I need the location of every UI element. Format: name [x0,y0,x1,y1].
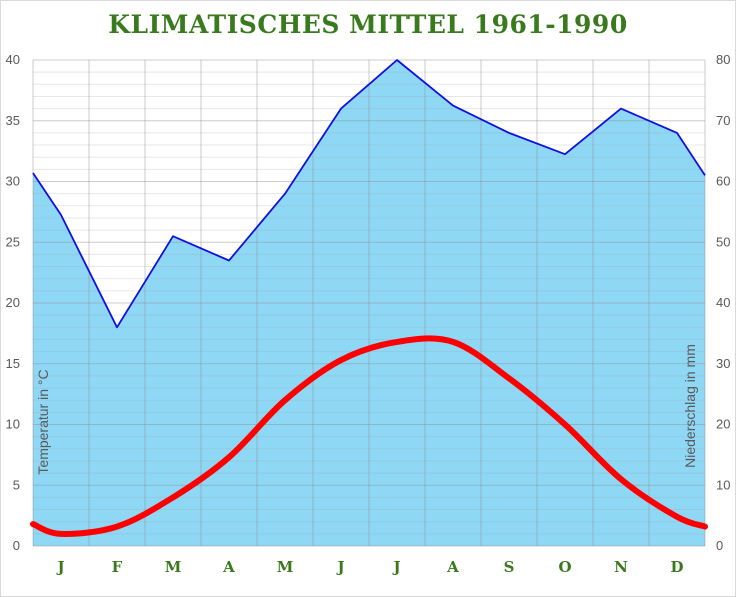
month-label: J [335,558,344,576]
right-axis-tick-label: 20 [716,417,730,432]
left-axis-tick-label: 5 [13,477,20,492]
month-label: J [391,558,400,576]
right-axis-tick-label: 40 [716,295,730,310]
right-axis-tick-label: 0 [716,538,723,553]
left-axis-tick-label: 25 [6,234,20,249]
left-axis-tick-label: 35 [6,113,20,128]
precipitation-line [32,59,706,329]
right-axis-tick-label: 50 [716,234,730,249]
left-axis-tick-label: 10 [6,417,20,432]
right-axis-tick-label: 60 [716,174,730,189]
left-axis-title: Temperatur in °C [35,369,51,474]
month-label: F [112,558,123,576]
left-axis-tick-label: 15 [6,356,20,371]
month-label: M [165,558,182,576]
month-label: N [614,558,628,576]
month-label: O [558,558,571,576]
month-label: M [277,558,294,576]
precipitation-area [33,60,705,546]
right-axis-tick-label: 70 [716,113,730,128]
chart-title: KLIMATISCHES MITTEL 1961-1990 [108,10,628,39]
month-label: S [504,558,515,576]
right-axis-tick-label: 80 [716,52,730,67]
month-label: D [670,558,683,576]
right-axis-tick-label: 10 [716,477,730,492]
month-label: A [222,558,235,576]
right-axis-title: Niederschlag in mm [682,344,698,468]
left-axis-tick-label: 0 [13,538,20,553]
month-label: A [446,558,459,576]
right-axis-tick-label: 30 [716,356,730,371]
temperature-line [30,335,708,537]
left-axis-tick-label: 40 [6,52,20,67]
left-axis-tick-label: 20 [6,295,20,310]
left-axis-tick-label: 30 [6,174,20,189]
month-label: J [55,558,64,576]
